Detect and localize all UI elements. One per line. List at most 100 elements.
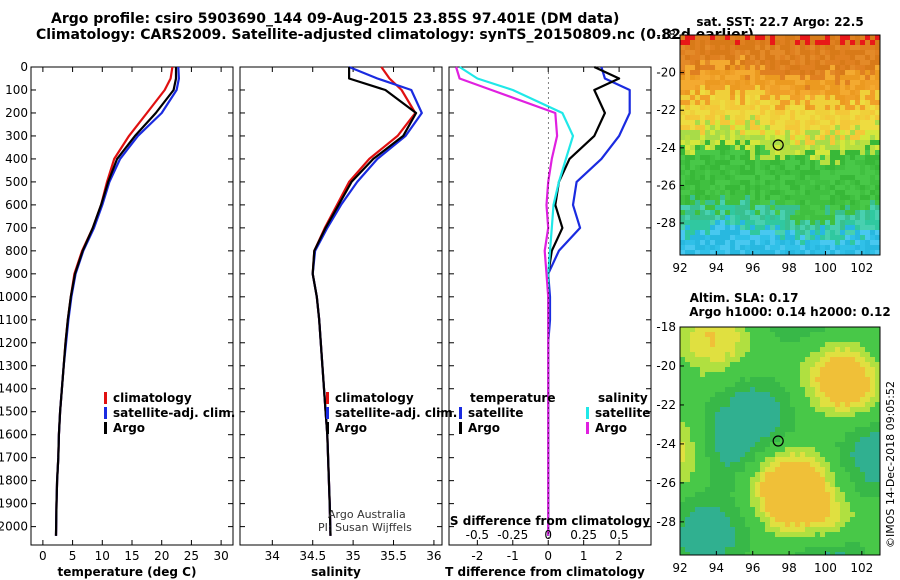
map-cell [725,140,730,145]
map-cell [875,110,880,115]
map-cell [875,512,880,517]
map-cell [840,527,845,532]
map-cell [750,447,755,452]
map-cell [800,437,805,442]
map-cell [790,452,795,457]
map-cell [735,230,740,235]
map-cell [695,95,700,100]
map-cell [825,60,830,65]
map-cell [865,412,870,417]
map-cell [795,130,800,135]
map-cell [840,210,845,215]
map-cell [875,155,880,160]
map-cell [770,387,775,392]
map-cell [755,165,760,170]
map-cell [715,532,720,537]
map-cell [720,382,725,387]
map-cell [810,80,815,85]
map-cell [725,332,730,337]
map-cell [735,60,740,65]
map-cell [760,447,765,452]
map-cell [855,397,860,402]
map-cell [745,125,750,130]
map-cell [765,472,770,477]
map-cell [730,447,735,452]
map-cell [860,145,865,150]
map-cell [765,492,770,497]
map-cell [800,170,805,175]
map-cell [850,105,855,110]
map-cell [770,220,775,225]
map-cell [720,347,725,352]
map-cell [710,75,715,80]
map-cell [690,467,695,472]
map-cell [710,422,715,427]
map-cell [765,422,770,427]
map-cell [705,407,710,412]
map-cell [705,190,710,195]
map-cell [705,547,710,552]
map-cell [850,220,855,225]
map-cell [720,552,725,555]
map-x-tick-label: 98 [781,561,796,575]
map-cell [805,115,810,120]
map-cell [785,230,790,235]
map-cell [820,180,825,185]
map-cell [755,362,760,367]
map-cell [840,130,845,135]
map-cell [705,125,710,130]
map-cell [775,90,780,95]
map-cell [850,472,855,477]
map-cell [740,492,745,497]
map-cell [690,45,695,50]
map-cell [790,85,795,90]
map-cell [850,517,855,522]
map-cell [805,175,810,180]
map-cell [845,45,850,50]
map-cell [720,437,725,442]
map-cell [790,100,795,105]
map-cell [805,90,810,95]
map-cell [755,352,760,357]
map-cell [820,442,825,447]
map-cell [745,337,750,342]
map-cell [855,155,860,160]
map-cell [745,497,750,502]
map-cell [800,75,805,80]
legend-label: climatology [113,391,192,405]
legend-heading-temperature: temperature [470,391,555,405]
map-cell [720,95,725,100]
map-cell [730,55,735,60]
map-cell [715,467,720,472]
map-cell [875,105,880,110]
map-cell [690,397,695,402]
map-cell [695,70,700,75]
map-cell [770,397,775,402]
map-cell [790,532,795,537]
map-cell [785,542,790,547]
map-cell [855,412,860,417]
map-cell [735,367,740,372]
map-cell [780,85,785,90]
map-cell [870,35,875,40]
legend-swatch [459,407,462,419]
map-cell [780,492,785,497]
map-cell [775,105,780,110]
map-cell [800,145,805,150]
map-cell [775,150,780,155]
map-cell [710,502,715,507]
map-cell [795,85,800,90]
map-x-tick-label: 94 [709,561,724,575]
map-cell [800,407,805,412]
map-cell [855,392,860,397]
map-cell [770,417,775,422]
map-cell [840,367,845,372]
map-cell [690,165,695,170]
map-cell [860,417,865,422]
map-cell [725,537,730,542]
map-cell [870,100,875,105]
map-cell [865,50,870,55]
map-cell [800,150,805,155]
map-cell [870,422,875,427]
map-cell [845,367,850,372]
